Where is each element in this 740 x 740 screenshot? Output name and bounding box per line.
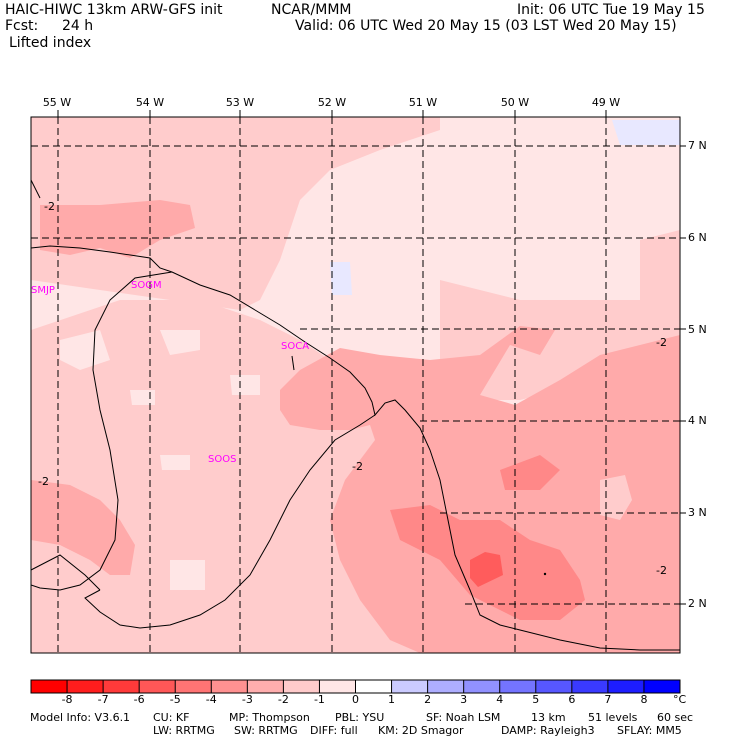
- shade-strongest: [470, 552, 503, 587]
- km-scheme: KM: 2D Smagor: [378, 724, 464, 737]
- valid-time: Valid: 06 UTC Wed 20 May 15 (03 LST Wed …: [295, 18, 677, 34]
- lon-label: 51 W: [408, 96, 438, 109]
- pbl-scheme: PBL: YSU: [335, 711, 385, 724]
- colorbar-swatch: [319, 680, 356, 693]
- field-name: Lifted index: [9, 35, 92, 51]
- colorbar-tick-label: 6: [568, 693, 576, 706]
- station-label: SOOS: [208, 454, 236, 465]
- colorbar-tick-label: -4: [205, 693, 217, 706]
- model-title: HAIC-HIWC 13km ARW-GFS init: [5, 2, 223, 18]
- contour-label: -2: [38, 475, 49, 488]
- colorbar-tick-label: 3: [460, 693, 468, 706]
- colorbar-swatch: [211, 680, 248, 693]
- colorbar-swatch: [643, 680, 681, 693]
- station-label: SOGM: [131, 280, 162, 291]
- shade-pale-hole: [600, 475, 632, 520]
- contour-label: -2: [352, 460, 363, 473]
- station-label: SMJP: [31, 285, 55, 296]
- colorbar-tick-label: 4: [496, 693, 504, 706]
- damping: DAMP: Rayleigh3: [501, 724, 595, 737]
- colorbar-tick-label: -7: [97, 693, 109, 706]
- colorbar-tick-label: -5: [169, 693, 181, 706]
- colorbar-swatch: [103, 680, 140, 693]
- lat-label: 4 N: [688, 414, 707, 427]
- colorbar-swatch: [571, 680, 609, 693]
- shade-pale: [60, 330, 260, 590]
- colorbar-swatch: [463, 680, 501, 693]
- timestep: 60 sec: [657, 711, 694, 724]
- diffusion: DIFF: full: [310, 724, 358, 737]
- colorbar-swatch: [607, 680, 645, 693]
- colorbar-tick-label: -2: [277, 693, 289, 706]
- surface-layer: SFLAY: MM5: [617, 724, 682, 737]
- colorbar-swatch: [499, 680, 537, 693]
- colorbar-swatch: [67, 680, 104, 693]
- grid-spacing: 13 km: [531, 711, 566, 724]
- coastline: [31, 179, 680, 651]
- colorbar-swatch: [31, 680, 68, 693]
- colorbar-tick-label: -3: [241, 693, 253, 706]
- shade-mid: [31, 200, 680, 653]
- init-time: Init: 06 UTC Tue 19 May 15: [517, 2, 705, 18]
- lat-label: 6 N: [688, 231, 707, 244]
- cu-scheme: CU: KF: [153, 711, 190, 724]
- colorbar-swatch: [175, 680, 212, 693]
- colorbar-tick-label: 8: [640, 693, 648, 706]
- lat-label: 5 N: [688, 323, 707, 336]
- frame-ticks: [57, 110, 686, 605]
- colorbar-swatch: [283, 680, 320, 693]
- colorbar-tick-label: -8: [61, 693, 73, 706]
- lw-scheme: LW: RRTMG: [153, 724, 215, 737]
- colorbar-swatch: [139, 680, 176, 693]
- colorbar-tick-label: 2: [424, 693, 432, 706]
- lat-label: 3 N: [688, 506, 707, 519]
- forecast-label: Fcst:: [5, 18, 39, 34]
- contour-label: -2: [656, 564, 667, 577]
- sw-scheme: SW: RRTMG: [234, 724, 298, 737]
- colorbar-swatch: [247, 680, 284, 693]
- station-label: SOCA: [281, 341, 309, 352]
- colorbar-swatch: [535, 680, 573, 693]
- colorbar-tick-label: -6: [133, 693, 145, 706]
- shade-blue: [330, 120, 680, 295]
- colorbar-tick-label: -1: [313, 693, 325, 706]
- org-label: NCAR/MMM: [271, 2, 352, 18]
- grid-point-marker: [543, 572, 547, 576]
- colorbar-unit: °C: [673, 693, 687, 706]
- forecast-hour: 24 h: [62, 18, 94, 34]
- colorbar-tick-label: 0: [352, 693, 359, 706]
- vertical-levels: 51 levels: [588, 711, 638, 724]
- colorbar-tick-label: 7: [604, 693, 612, 706]
- sf-scheme: SF: Noah LSM: [426, 711, 501, 724]
- lon-label: 53 W: [225, 96, 255, 109]
- colorbar: [30, 679, 681, 694]
- colorbar-tick-label: 1: [388, 693, 396, 706]
- lon-label: 50 W: [500, 96, 530, 109]
- colorbar-tick-label: 5: [532, 693, 540, 706]
- mp-scheme: MP: Thompson: [229, 711, 310, 724]
- lat-label: 7 N: [688, 139, 707, 152]
- colorbar-swatch: [427, 680, 465, 693]
- lon-label: 54 W: [135, 96, 165, 109]
- graticule: [31, 117, 680, 653]
- contour-label: -2: [656, 336, 667, 349]
- map-frame: [30, 116, 681, 654]
- lat-label: 2 N: [688, 597, 707, 610]
- colorbar-swatch: [391, 680, 429, 693]
- colorbar-swatch: [355, 680, 393, 693]
- lon-label: 52 W: [317, 96, 347, 109]
- lon-label: 55 W: [42, 96, 72, 109]
- model-info: Model Info: V3.6.1: [30, 711, 131, 724]
- lon-label: 49 W: [591, 96, 621, 109]
- contour-label: -2: [44, 200, 55, 213]
